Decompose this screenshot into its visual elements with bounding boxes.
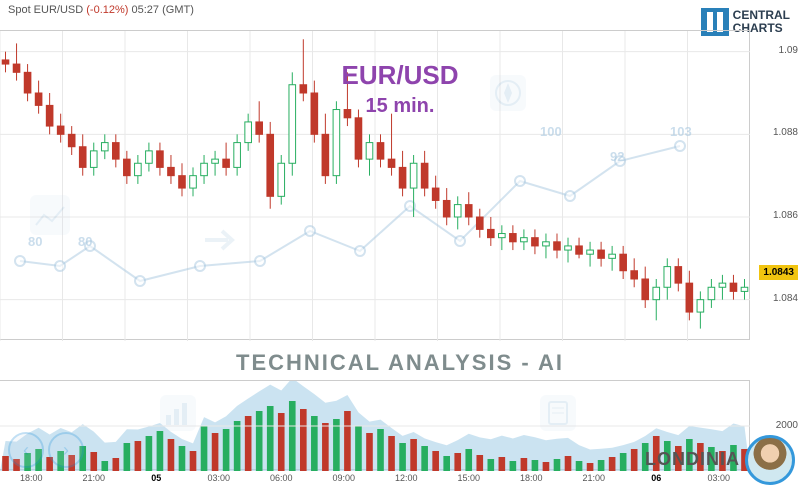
y-tick: 1.084 (773, 293, 798, 304)
nav-buttons: ‹ › (8, 432, 84, 468)
chart-subtitle: 15 min. (366, 95, 435, 118)
x-tick: 21:00 (563, 473, 626, 498)
ta-title: TECHNICAL ANALYSIS - AI (236, 350, 564, 376)
svg-text:80: 80 (28, 234, 42, 249)
svg-text:103: 103 (670, 124, 692, 139)
x-tick: 03:00 (688, 473, 751, 498)
x-tick: 06:00 (250, 473, 313, 498)
pct-change: (-0.12%) (86, 4, 128, 16)
svg-text:80: 80 (78, 234, 92, 249)
svg-text:100: 100 (540, 124, 562, 139)
x-tick: 12:00 (375, 473, 438, 498)
header-time: 05:27 (132, 4, 160, 16)
volume-chart[interactable] (0, 380, 750, 470)
x-tick: 05 (125, 473, 188, 498)
chart-title: EUR/USD (341, 60, 458, 91)
y-tick: 1.088 (773, 127, 798, 138)
volume-ytick: 2000 (776, 420, 798, 431)
x-tick: 09:00 (313, 473, 376, 498)
chart-header: Spot EUR/USD (-0.12%) 05:27 (GMT) (8, 4, 194, 16)
x-tick: 18:00 (500, 473, 563, 498)
x-tick: 06 (625, 473, 688, 498)
svg-text:92: 92 (610, 149, 624, 164)
avatar-icon[interactable] (745, 435, 795, 485)
nav-fwd-icon[interactable]: › (48, 432, 84, 468)
x-tick: 03:00 (188, 473, 251, 498)
x-tick: 15:00 (438, 473, 501, 498)
brand-label: LONDINIA (645, 449, 740, 470)
header-tz: (GMT) (162, 4, 194, 16)
x-tick: 18:00 (0, 473, 63, 498)
nav-back-icon[interactable]: ‹ (8, 432, 44, 468)
current-price-tag: 1.0843 (759, 265, 798, 280)
y-tick: 1.086 (773, 210, 798, 221)
y-tick: 1.09 (779, 45, 798, 56)
x-axis: 18:0021:000503:0006:0009:0012:0015:0018:… (0, 473, 750, 498)
instrument-name: Spot EUR/USD (8, 4, 83, 16)
x-tick: 21:00 (63, 473, 126, 498)
